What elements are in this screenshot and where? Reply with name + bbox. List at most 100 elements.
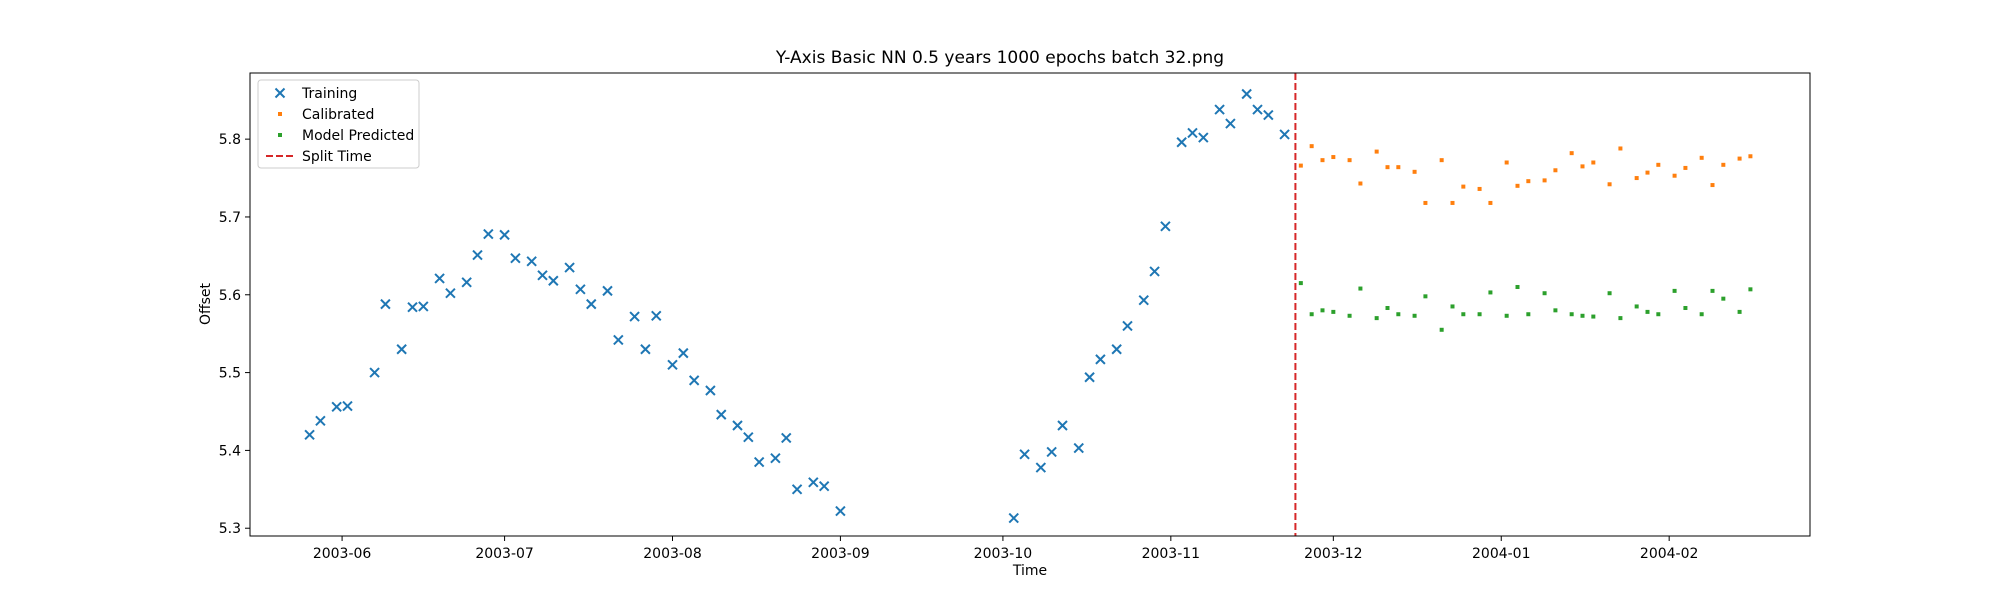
data-point [1331,155,1336,160]
data-point [1347,313,1352,318]
data-point [1710,183,1715,188]
data-point [1580,164,1585,169]
data-point [1347,158,1352,163]
data-point [1019,449,1030,460]
data-point [1439,158,1444,163]
x-tick-label: 2003-11 [1142,546,1201,562]
data-point [640,344,651,355]
data-point [1198,132,1209,143]
data-point [1149,266,1160,277]
data-point [1187,127,1198,139]
data-point [1358,181,1363,186]
legend-label: Training [301,86,357,102]
data-point [1122,320,1133,332]
legend-entry: Calibrated [278,107,374,123]
data-point [483,228,494,240]
data-point [1396,165,1401,170]
data-point [1298,163,1303,168]
data-point [1515,284,1520,289]
data-point [1526,312,1531,317]
series-calibrated [1298,144,1753,205]
data-point [1748,154,1753,159]
data-point [1656,312,1661,317]
data-point [1385,165,1390,170]
data-point [791,484,803,495]
data-point [743,431,754,443]
x-tick-label: 2003-10 [974,546,1033,562]
data-point [1461,184,1466,189]
data-point [1450,200,1455,205]
data-point [304,429,315,441]
data-point [1721,162,1726,167]
x-tick-label: 2004-01 [1472,546,1531,562]
data-point [1737,309,1742,314]
chart-title: Y-Axis Basic NN 0.5 years 1000 epochs ba… [775,48,1224,68]
plot-frame [249,72,1811,537]
data-point [1331,309,1336,314]
x-tick-label: 2003-08 [643,546,702,562]
data-point [1645,309,1650,314]
data-point [1656,162,1661,167]
data-point [1634,176,1639,181]
x-tick-label: 2004-02 [1640,546,1699,562]
data-point [1374,149,1379,154]
data-point [688,375,700,386]
legend-entry: Split Time [266,149,372,165]
data-point [1095,354,1106,365]
data-point [651,310,662,321]
data-point [1618,316,1623,321]
data-point [1073,442,1084,454]
data-point [1699,155,1704,160]
data-point [1645,170,1650,175]
legend-box [257,79,420,169]
y-axis-label: Offset [198,282,214,325]
series-training [304,88,1290,524]
data-point [1721,296,1726,301]
y-axis: 5.3 5.4 5.5 5.6 5.7 5.8 [219,132,250,537]
x-tick-label: 2003-09 [811,546,870,562]
series-model-predicted [1298,281,1753,332]
data-point [1084,372,1095,383]
data-point [602,285,613,297]
data-point [1488,290,1493,295]
data-point [331,401,342,413]
data-point [1057,420,1068,431]
data-point [1737,156,1742,161]
legend-marker [278,133,282,137]
x-tick-label: 2003-12 [1304,546,1363,562]
legend-marker [274,87,286,99]
y-tick-label: 5.6 [219,288,241,304]
data-point [1504,160,1509,165]
data-point [1412,313,1417,318]
data-point [396,344,407,355]
legend-label: Calibrated [302,107,374,123]
data-point [526,256,537,267]
data-point [1374,316,1379,321]
data-point [1461,312,1466,317]
data-point [835,505,846,517]
y-tick-label: 5.8 [219,132,241,148]
data-point [1450,304,1455,309]
data-point [407,302,418,313]
data-point [1385,306,1390,311]
data-point [1309,144,1314,149]
data-point [548,275,559,286]
data-point [1423,200,1428,205]
data-point [1263,109,1274,121]
data-point [732,420,743,431]
data-point [315,415,326,427]
data-point [1488,200,1493,205]
data-point [1553,168,1558,173]
data-point [1553,308,1558,313]
data-point [1591,314,1596,319]
data-point [808,477,819,488]
data-point [1396,312,1401,317]
data-point [1111,344,1122,355]
y-tick-label: 5.7 [219,210,241,226]
data-point [434,273,445,284]
data-point [472,249,483,261]
data-point [705,385,716,396]
data-point [1710,288,1715,293]
data-point [753,456,765,468]
legend: Training Calibrated Model Predicted Split T… [257,79,420,169]
